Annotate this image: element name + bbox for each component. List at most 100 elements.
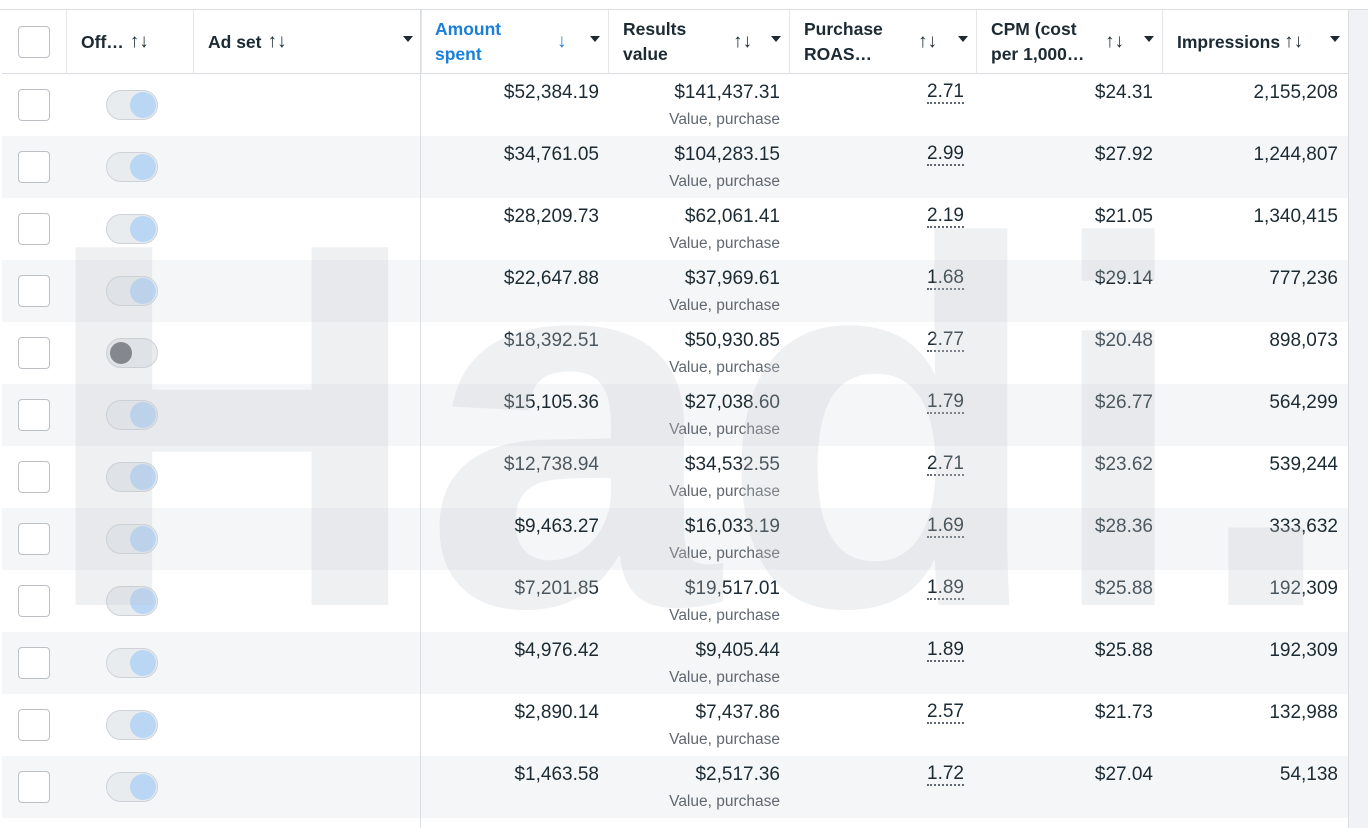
cpm-cell: $21.73 xyxy=(977,694,1163,756)
sort-icon[interactable]: ↑↓ xyxy=(1284,31,1304,52)
sort-icon[interactable]: ↑↓ xyxy=(1105,31,1124,52)
ad-set-name-cell[interactable] xyxy=(194,508,422,570)
table-row[interactable]: $1,463.58 $2,517.36 Value, purchase 1.72… xyxy=(2,756,1348,818)
sort-icon[interactable]: ↑↓ xyxy=(733,31,752,52)
row-checkbox[interactable] xyxy=(18,771,50,803)
purchase-roas-value[interactable]: 1.89 xyxy=(927,639,964,662)
ad-set-toggle[interactable] xyxy=(106,276,158,306)
row-checkbox[interactable] xyxy=(18,585,50,617)
row-checkbox[interactable] xyxy=(18,213,50,245)
row-checkbox[interactable] xyxy=(18,523,50,555)
purchase-roas-value[interactable]: 1.89 xyxy=(927,577,964,600)
row-checkbox[interactable] xyxy=(18,709,50,741)
impressions-cell: 333,632 xyxy=(1163,508,1348,570)
cpm-value: $27.92 xyxy=(1094,144,1153,165)
purchase-roas-value[interactable]: 1.72 xyxy=(927,763,964,786)
select-all-checkbox[interactable] xyxy=(18,26,50,58)
chevron-down-icon[interactable] xyxy=(590,36,600,42)
row-toggle-cell xyxy=(67,74,194,136)
horizontal-scroll-gutter[interactable] xyxy=(1348,10,1368,828)
purchase-roas-value[interactable]: 2.99 xyxy=(927,143,964,166)
ad-set-toggle[interactable] xyxy=(106,338,158,368)
header-off-on[interactable]: Off… ↑↓ xyxy=(67,10,194,74)
purchase-roas-value[interactable]: 2.77 xyxy=(927,329,964,352)
table-row[interactable]: $52,384.19 $141,437.31 Value, purchase 2… xyxy=(2,74,1348,136)
ad-set-toggle[interactable] xyxy=(106,400,158,430)
top-border xyxy=(0,9,1368,10)
ad-set-toggle[interactable] xyxy=(106,462,158,492)
results-value-cell: $50,930.85 Value, purchase xyxy=(609,322,790,384)
purchase-roas-value[interactable]: 2.57 xyxy=(927,701,964,724)
purchase-roas-value[interactable]: 1.79 xyxy=(927,391,964,414)
cpm-cell: $25.88 xyxy=(977,632,1163,694)
table-row[interactable]: $4,976.42 $9,405.44 Value, purchase 1.89… xyxy=(2,632,1348,694)
row-checkbox[interactable] xyxy=(18,151,50,183)
table-row[interactable]: $18,392.51 $50,930.85 Value, purchase 2.… xyxy=(2,322,1348,384)
row-checkbox[interactable] xyxy=(18,89,50,121)
ad-set-toggle[interactable] xyxy=(106,586,158,616)
amount-spent-value: $28,209.73 xyxy=(503,206,599,227)
sort-icon[interactable]: ↑↓ xyxy=(918,31,937,52)
header-ad-set[interactable]: Ad set ↑↓ xyxy=(194,10,422,74)
table-row[interactable]: $7,201.85 $19,517.01 Value, purchase 1.8… xyxy=(2,570,1348,632)
results-value-type: Value, purchase xyxy=(669,421,780,438)
sort-icon[interactable]: ↑↓ xyxy=(267,31,287,52)
ad-set-name-cell[interactable] xyxy=(194,322,422,384)
header-impressions[interactable]: Impressions ↑↓ xyxy=(1163,10,1348,74)
purchase-roas-value[interactable]: 1.69 xyxy=(927,515,964,538)
purchase-roas-value[interactable]: 2.19 xyxy=(927,205,964,228)
ad-set-toggle[interactable] xyxy=(106,772,158,802)
table-row[interactable]: $9,463.27 $16,033.19 Value, purchase 1.6… xyxy=(2,508,1348,570)
ad-set-toggle[interactable] xyxy=(106,710,158,740)
cpm-cell: $25.88 xyxy=(977,570,1163,632)
header-results-value[interactable]: Results value ↑↓ xyxy=(609,10,790,74)
results-value-type: Value, purchase xyxy=(669,483,780,500)
row-checkbox[interactable] xyxy=(18,647,50,679)
ad-set-name-cell[interactable] xyxy=(194,756,422,818)
ad-set-name-cell[interactable] xyxy=(194,384,422,446)
table-row[interactable]: $28,209.73 $62,061.41 Value, purchase 2.… xyxy=(2,198,1348,260)
ad-set-name-cell[interactable] xyxy=(194,74,422,136)
results-value: $104,283.15 xyxy=(674,144,780,165)
ad-set-name-cell[interactable] xyxy=(194,136,422,198)
ad-set-name-cell[interactable] xyxy=(194,570,422,632)
table-row[interactable]: $2,890.14 $7,437.86 Value, purchase 2.57… xyxy=(2,694,1348,756)
chevron-down-icon[interactable] xyxy=(1330,36,1340,42)
purchase-roas-value[interactable]: 2.71 xyxy=(927,81,964,104)
header-purchase-roas[interactable]: Purchase ROAS… ↑↓ xyxy=(790,10,977,74)
row-checkbox[interactable] xyxy=(18,275,50,307)
ad-set-toggle[interactable] xyxy=(106,214,158,244)
impressions-value: 132,988 xyxy=(1269,702,1338,723)
purchase-roas-value[interactable]: 1.68 xyxy=(927,267,964,290)
chevron-down-icon[interactable] xyxy=(958,36,968,42)
chevron-down-icon[interactable] xyxy=(403,36,413,42)
ad-set-toggle[interactable] xyxy=(106,524,158,554)
table-row[interactable]: $22,647.88 $37,969.61 Value, purchase 1.… xyxy=(2,260,1348,322)
purchase-roas-value[interactable]: 2.71 xyxy=(927,453,964,476)
sort-icon[interactable]: ↑↓ xyxy=(129,31,149,52)
row-checkbox[interactable] xyxy=(18,337,50,369)
row-checkbox[interactable] xyxy=(18,461,50,493)
ad-set-name-cell[interactable] xyxy=(194,260,422,322)
row-checkbox[interactable] xyxy=(18,399,50,431)
ad-set-toggle[interactable] xyxy=(106,152,158,182)
chevron-down-icon[interactable] xyxy=(771,36,781,42)
ad-set-toggle[interactable] xyxy=(106,648,158,678)
chevron-down-icon[interactable] xyxy=(1144,36,1154,42)
ad-set-name-cell[interactable] xyxy=(194,694,422,756)
cpm-cell: $29.14 xyxy=(977,260,1163,322)
table-row[interactable]: $15,105.36 $27,038.60 Value, purchase 1.… xyxy=(2,384,1348,446)
results-value: $19,517.01 xyxy=(684,578,780,599)
table-row[interactable]: $34,761.05 $104,283.15 Value, purchase 2… xyxy=(2,136,1348,198)
header-cpm[interactable]: CPM (cost per 1,000… ↑↓ xyxy=(977,10,1163,74)
impressions-value: 192,309 xyxy=(1269,578,1338,599)
sort-descending-icon[interactable]: ↓ xyxy=(557,31,567,52)
impressions-cell: 192,309 xyxy=(1163,632,1348,694)
ad-set-name-cell[interactable] xyxy=(194,632,422,694)
header-amount-spent[interactable]: Amount spent ↓ xyxy=(422,10,609,74)
table-row[interactable]: $12,738.94 $34,532.55 Value, purchase 2.… xyxy=(2,446,1348,508)
ad-set-name-cell[interactable] xyxy=(194,198,422,260)
impressions-cell: 564,299 xyxy=(1163,384,1348,446)
ad-set-toggle[interactable] xyxy=(106,90,158,120)
ad-set-name-cell[interactable] xyxy=(194,446,422,508)
